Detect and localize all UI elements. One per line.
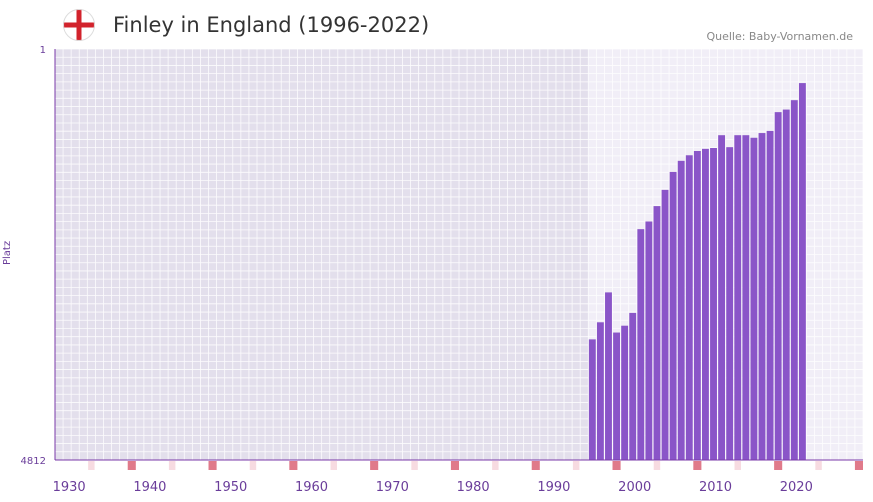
grid <box>54 48 864 461</box>
year-marker-2008 <box>693 461 702 470</box>
bar-2020 <box>790 100 798 460</box>
x-tick-label-2020: 2020 <box>780 480 813 495</box>
bar-2009 <box>702 148 709 460</box>
bar-2010 <box>710 148 717 461</box>
year-marker-1943 <box>168 461 176 470</box>
bar-2001 <box>637 229 645 460</box>
bar-2002 <box>645 221 653 460</box>
x-tick-label-1950: 1950 <box>214 480 247 495</box>
year-marker-1938 <box>127 461 136 470</box>
bar-2015 <box>750 137 758 460</box>
x-tick-label-1990: 1990 <box>537 480 570 495</box>
bar-2007 <box>685 155 693 460</box>
bar-2000 <box>629 312 637 460</box>
bar-1997 <box>605 292 612 460</box>
bar-2018 <box>774 112 782 460</box>
bar-2014 <box>742 135 750 460</box>
year-marker-2028 <box>854 461 863 470</box>
y-tick-label-bottom: 4812 <box>21 456 46 467</box>
bar-2011 <box>718 135 726 460</box>
bar-1999 <box>621 325 629 460</box>
year-marker-1978 <box>450 461 459 470</box>
bar-2021 <box>798 83 806 461</box>
bar-2008 <box>693 151 701 460</box>
year-marker-1973 <box>411 461 418 470</box>
year-marker-1948 <box>208 461 217 470</box>
england-flag-icon <box>63 9 95 41</box>
y-tick-label-top: 1 <box>40 45 46 56</box>
year-marker-2018 <box>774 461 783 470</box>
bar-2012 <box>726 147 734 460</box>
source-link[interactable]: Quelle: Baby-Vornamen.de <box>706 30 853 43</box>
bar-2005 <box>669 171 677 460</box>
x-tick-label-2010: 2010 <box>699 480 732 495</box>
x-tick-label-2000: 2000 <box>618 480 651 495</box>
x-tick-label-1930: 1930 <box>53 480 86 495</box>
bar-1996 <box>596 322 604 460</box>
bar-1995 <box>588 339 596 460</box>
year-marker-1993 <box>572 461 580 470</box>
year-marker-2003 <box>653 461 661 470</box>
year-marker-1953 <box>249 461 257 470</box>
year-marker-1988 <box>531 461 540 470</box>
year-marker-1933 <box>88 461 95 470</box>
x-tick-label-1960: 1960 <box>295 480 328 495</box>
year-marker-1958 <box>289 461 298 470</box>
chart-title: Finley in England (1996-2022) <box>113 13 430 37</box>
bar-2016 <box>758 133 766 460</box>
x-tick-label-1970: 1970 <box>376 480 409 495</box>
bar-2019 <box>782 109 790 460</box>
year-marker-1963 <box>330 461 337 470</box>
year-marker-1968 <box>370 461 379 470</box>
year-marker-2013 <box>734 461 741 470</box>
bar-2004 <box>661 189 669 460</box>
bar-2013 <box>734 135 742 460</box>
bar-1998 <box>613 332 620 460</box>
year-marker-2023 <box>815 461 822 470</box>
bar-2003 <box>653 206 661 460</box>
year-marker-1983 <box>492 461 499 470</box>
x-tick-label-1980: 1980 <box>457 480 490 495</box>
x-tick-label-1940: 1940 <box>133 480 166 495</box>
year-marker-1998 <box>612 461 621 470</box>
bar-2017 <box>766 130 774 460</box>
bar-2006 <box>677 160 685 461</box>
